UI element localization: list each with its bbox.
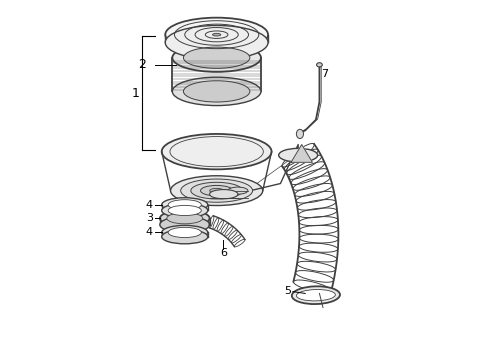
Polygon shape: [291, 145, 312, 162]
Text: 4: 4: [146, 228, 153, 238]
Text: 3: 3: [146, 213, 153, 223]
Ellipse shape: [172, 44, 261, 72]
Ellipse shape: [162, 203, 208, 217]
Text: 4: 4: [146, 200, 153, 210]
Text: 5: 5: [284, 285, 291, 296]
Text: 2: 2: [138, 58, 146, 71]
Ellipse shape: [228, 187, 248, 194]
Ellipse shape: [183, 47, 250, 68]
Ellipse shape: [162, 230, 208, 244]
Ellipse shape: [168, 205, 201, 216]
Ellipse shape: [213, 33, 221, 36]
Ellipse shape: [165, 26, 268, 59]
Ellipse shape: [279, 148, 318, 162]
Ellipse shape: [191, 182, 243, 199]
Text: 6: 6: [220, 248, 227, 258]
Ellipse shape: [172, 77, 261, 105]
Ellipse shape: [165, 18, 268, 52]
Ellipse shape: [160, 216, 210, 233]
Ellipse shape: [171, 176, 263, 206]
Ellipse shape: [296, 289, 335, 301]
Ellipse shape: [162, 225, 208, 239]
Ellipse shape: [210, 190, 238, 199]
Ellipse shape: [168, 228, 201, 238]
Ellipse shape: [200, 185, 233, 196]
Ellipse shape: [183, 81, 250, 102]
Ellipse shape: [181, 179, 252, 202]
Ellipse shape: [162, 198, 208, 212]
Text: 7: 7: [321, 69, 328, 79]
Ellipse shape: [296, 129, 303, 139]
Text: 1: 1: [132, 87, 140, 100]
Ellipse shape: [317, 63, 322, 67]
Ellipse shape: [210, 188, 223, 193]
Ellipse shape: [292, 286, 340, 304]
Ellipse shape: [168, 200, 201, 210]
Ellipse shape: [167, 213, 203, 224]
Ellipse shape: [160, 210, 210, 226]
Ellipse shape: [162, 134, 271, 169]
